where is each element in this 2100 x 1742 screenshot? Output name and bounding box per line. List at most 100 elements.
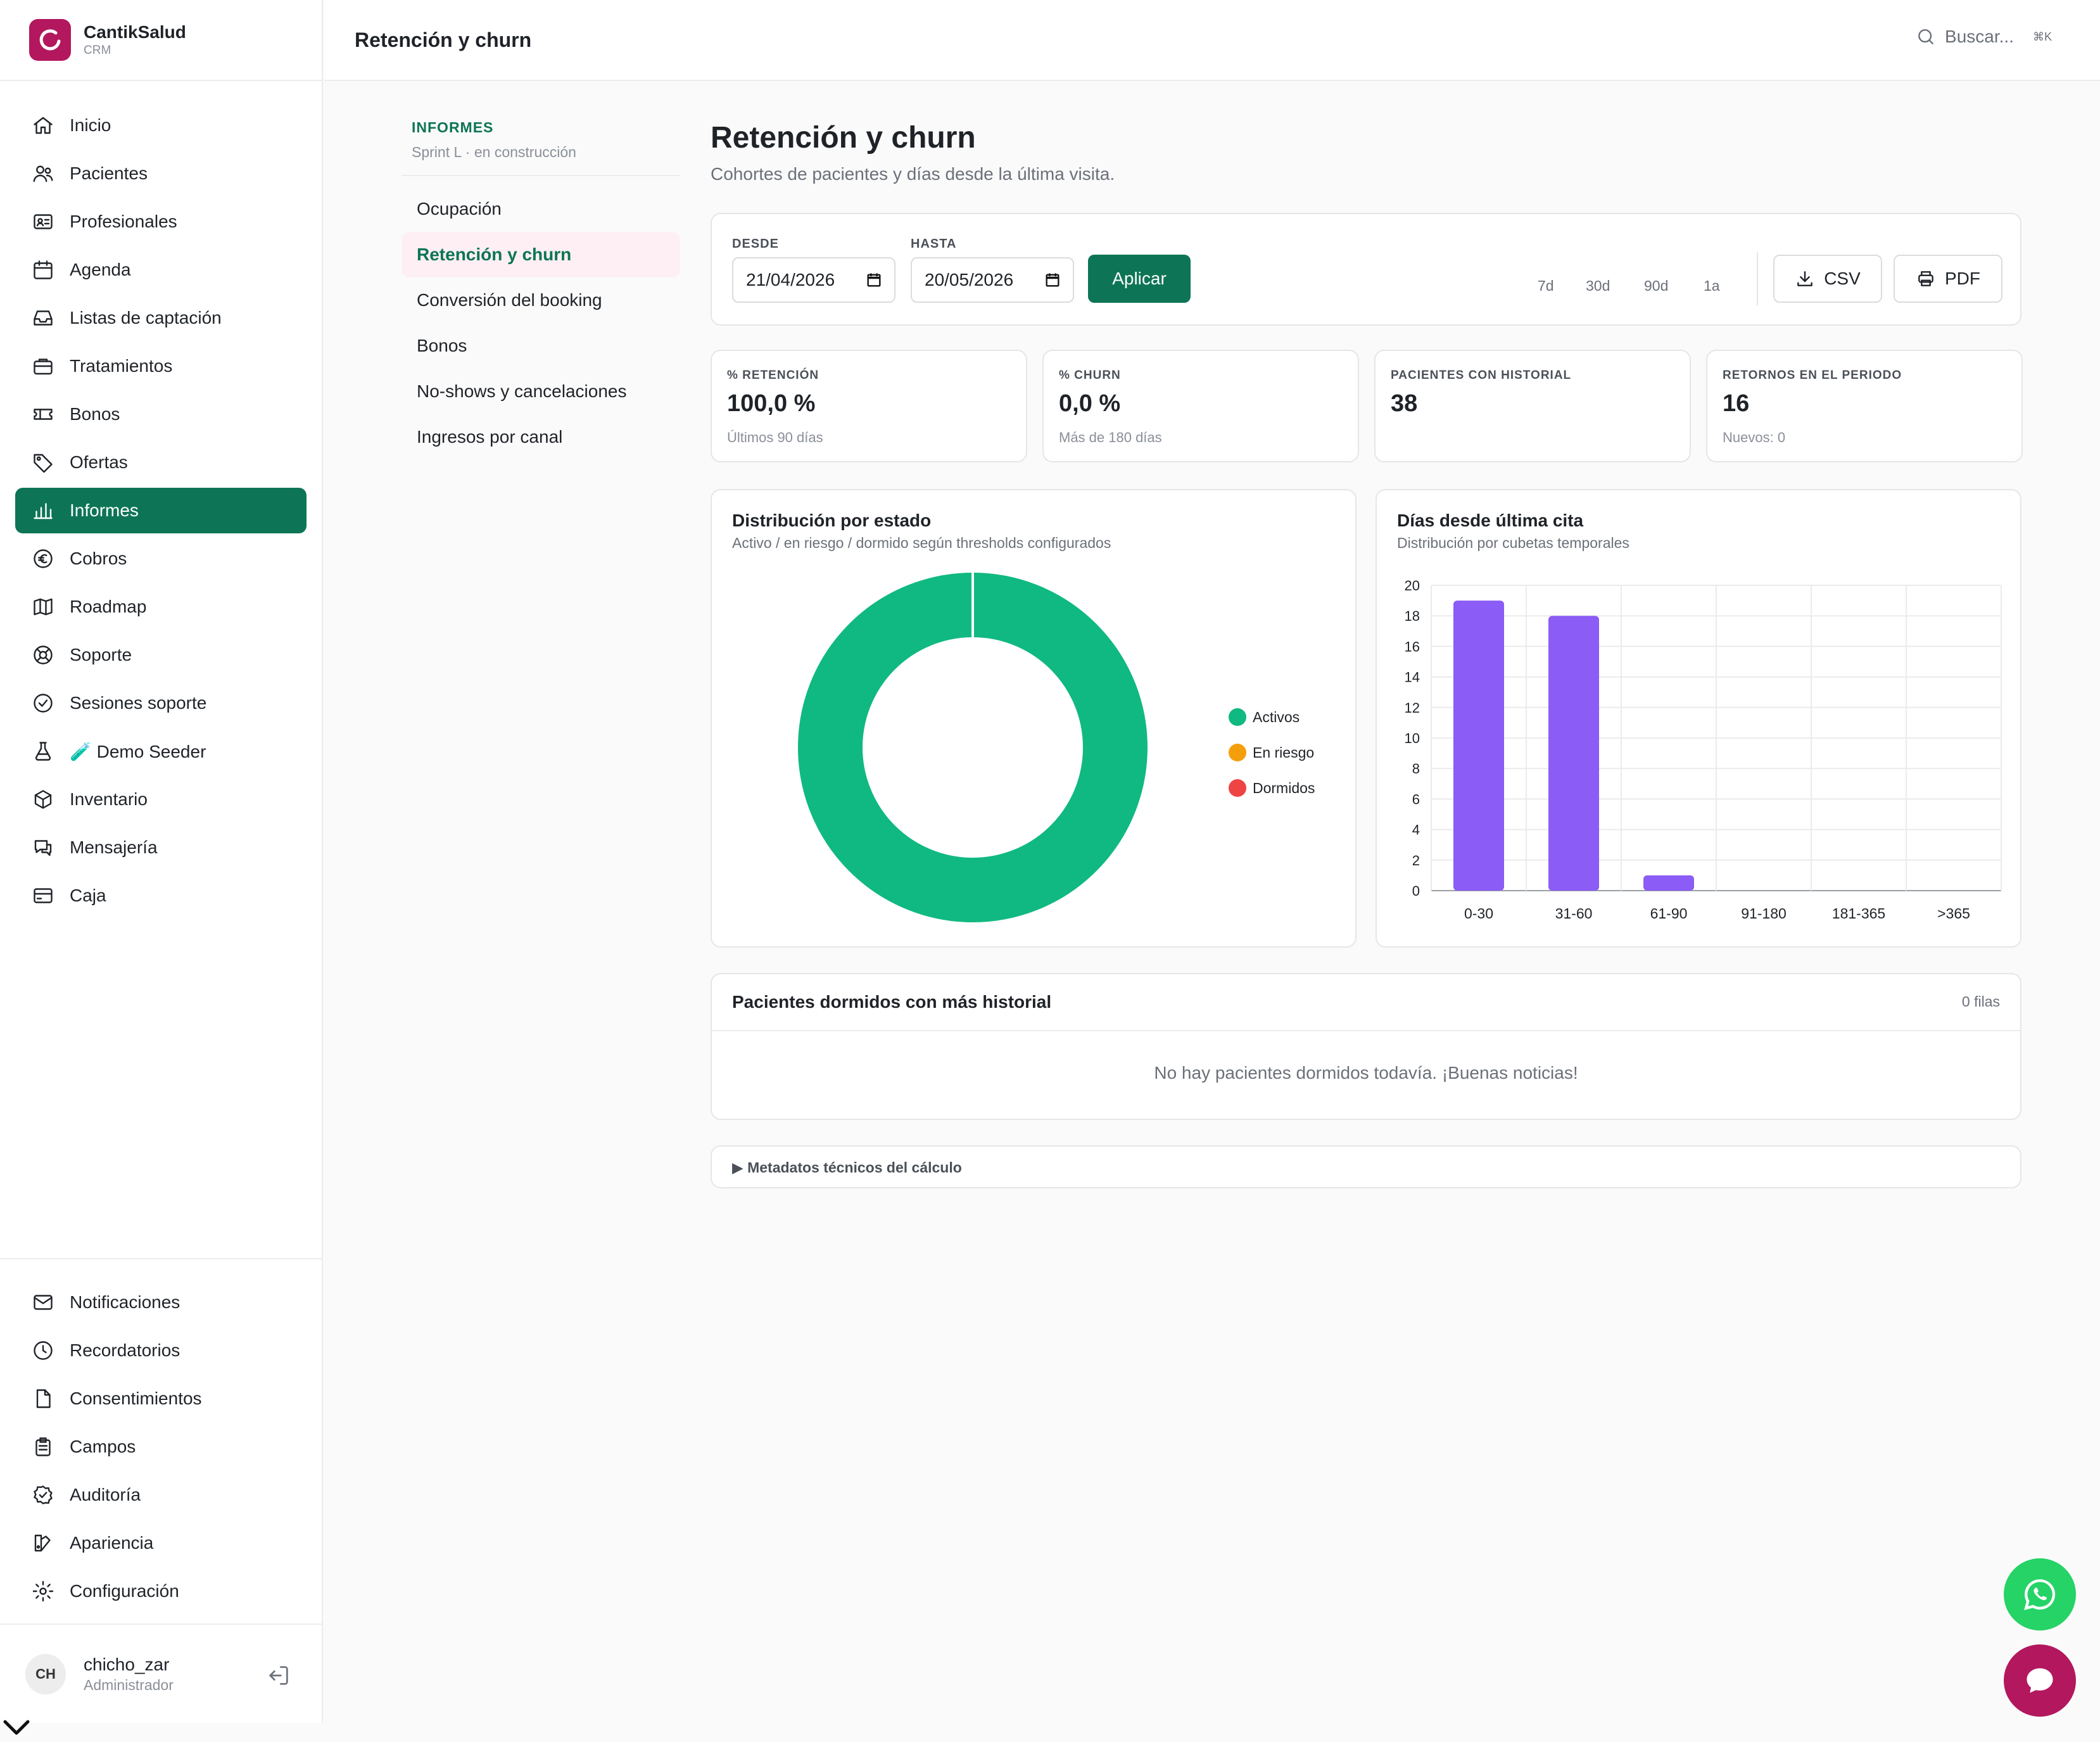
- reports-subnav: INFORMES Sprint L · en construcción Ocup…: [402, 119, 680, 460]
- subnav-subtitle: Sprint L · en construcción: [402, 144, 680, 176]
- kpi-value: 16: [1723, 390, 1750, 417]
- briefcase-icon: [30, 353, 56, 379]
- printer-icon: [1918, 271, 1933, 286]
- bar-chart: 0 2 4 6 8 10 12 14 16 18 20 0-30 31-60 61-90 91-180 181…: [1405, 578, 2002, 922]
- sidebar-item-roadmap[interactable]: Roadmap: [15, 584, 307, 630]
- sidebar-item-label: Sesiones soporte: [70, 693, 207, 713]
- sidebar-item-bonos[interactable]: Bonos: [15, 391, 307, 437]
- subnav-item[interactable]: Conversión del booking: [417, 290, 602, 310]
- y-tick-label: 6: [1412, 791, 1420, 807]
- search-box[interactable]: Buscar... ⌘K: [1916, 27, 2052, 47]
- pdf-label: PDF: [1945, 269, 1980, 288]
- subnav-item[interactable]: Bonos: [417, 336, 467, 355]
- whatsapp-button[interactable]: [2004, 1558, 2076, 1631]
- flask-icon: [30, 739, 56, 764]
- table-empty-message: No hay pacientes dormidos todavía. ¡Buen…: [1154, 1063, 1578, 1083]
- subnav-item[interactable]: Ingresos por canal: [417, 427, 563, 447]
- sidebar-item-cobros[interactable]: Cobros: [15, 536, 307, 582]
- x-tick-label: 61-90: [1650, 905, 1688, 922]
- sidebar-item-demo-seeder[interactable]: 🧪 Demo Seeder: [15, 728, 307, 774]
- sidebar-item-inventario[interactable]: Inventario: [15, 777, 307, 822]
- sidebar-item-label: Tratamientos: [70, 356, 173, 376]
- chat-button[interactable]: [2004, 1644, 2076, 1717]
- brand-logo-icon: [29, 19, 71, 61]
- sidebar-item-informes[interactable]: Informes: [15, 488, 307, 533]
- bar-0-30[interactable]: [1453, 601, 1504, 891]
- sidebar-item-label: Consentimientos: [70, 1389, 202, 1408]
- legend-label: En riesgo: [1253, 744, 1315, 761]
- logout-icon[interactable]: [266, 1663, 291, 1688]
- mail-icon: [30, 1290, 56, 1315]
- sidebar-item-pacientes[interactable]: Pacientes: [15, 151, 307, 196]
- chevron-down-icon[interactable]: [3, 1718, 30, 1737]
- whatsapp-icon: [2024, 1579, 2056, 1610]
- range-30d-button[interactable]: 30d: [1586, 277, 1610, 294]
- sidebar-item-auditoría[interactable]: Auditoría: [15, 1472, 307, 1518]
- search-icon: [1918, 29, 1933, 44]
- legend-swatch: [1229, 708, 1246, 726]
- bar-31-60[interactable]: [1548, 616, 1599, 891]
- sidebar-item-tratamientos[interactable]: Tratamientos: [15, 343, 307, 389]
- technical-metadata-toggle[interactable]: ▶ Metadatos técnicos del cálculo: [711, 1145, 2021, 1188]
- subnav-item[interactable]: No-shows y cancelaciones: [417, 381, 627, 401]
- apply-button[interactable]: Aplicar: [1088, 255, 1191, 303]
- clock-icon: [30, 1338, 56, 1363]
- bar-61-90[interactable]: [1643, 875, 1694, 891]
- y-tick-label: 2: [1412, 853, 1420, 868]
- sidebar-item-notificaciones[interactable]: Notificaciones: [15, 1280, 307, 1325]
- kpi-card: RETORNOS EN EL PERIODO 16 Nuevos: 0: [1706, 350, 2023, 462]
- sidebar-item-sesiones-soporte[interactable]: Sesiones soporte: [15, 680, 307, 726]
- y-tick-label: 4: [1412, 822, 1420, 838]
- sidebar-item-listas-de-captación[interactable]: Listas de captación: [15, 295, 307, 341]
- page-title: Retención y churn: [711, 121, 976, 155]
- pdf-export-button[interactable]: PDF: [1894, 255, 2002, 303]
- sidebar-item-mensajería[interactable]: Mensajería: [15, 825, 307, 870]
- sidebar-item-label: Roadmap: [70, 597, 147, 616]
- range-7d-button[interactable]: 7d: [1538, 277, 1554, 294]
- sidebar-item-apariencia[interactable]: Apariencia: [15, 1520, 307, 1566]
- from-date-input[interactable]: 21/04/2026: [732, 257, 895, 303]
- sidebar-item-agenda[interactable]: Agenda: [15, 247, 307, 293]
- to-date-input[interactable]: 20/05/2026: [911, 257, 1074, 303]
- legend-item[interactable]: En riesgo: [1229, 735, 1315, 770]
- sidebar-item-caja[interactable]: Caja: [15, 873, 307, 919]
- brand[interactable]: CantikSalud CRM: [0, 0, 322, 81]
- user-panel: CH chicho_zar Administrador: [0, 1624, 322, 1723]
- donut-slice-activos[interactable]: [798, 573, 1148, 922]
- sidebar-nav: Inicio Pacientes Profesionales Agenda Listas…: [0, 81, 322, 919]
- y-tick-label: 10: [1405, 730, 1420, 746]
- donut-legend: Activos En riesgo Dormidos: [1229, 699, 1315, 806]
- donut-subtitle: Activo / en riesgo / dormido según thres…: [732, 535, 1111, 551]
- calendar-icon: [30, 257, 56, 283]
- csv-export-button[interactable]: CSV: [1773, 255, 1882, 303]
- range-90d-button[interactable]: 90d: [1644, 277, 1669, 294]
- sidebar-item-configuración[interactable]: Configuración: [15, 1568, 307, 1614]
- sidebar-item-soporte[interactable]: Soporte: [15, 632, 307, 678]
- subnav-item[interactable]: Ocupación: [417, 199, 502, 219]
- legend-item[interactable]: Activos: [1229, 699, 1315, 735]
- sidebar-item-recordatorios[interactable]: Recordatorios: [15, 1328, 307, 1373]
- kpi-card: PACIENTES CON HISTORIAL 38: [1374, 350, 1691, 462]
- y-tick-label: 18: [1405, 608, 1420, 624]
- sidebar-item-ofertas[interactable]: Ofertas: [15, 440, 307, 485]
- kpi-note: Nuevos: 0: [1723, 429, 1786, 445]
- sidebar-item-campos[interactable]: Campos: [15, 1424, 307, 1470]
- days-since-visit-card: Días desde última cita Distribución por …: [1376, 489, 2021, 948]
- sidebar-item-label: Notificaciones: [70, 1292, 180, 1312]
- sidebar-item-profesionales[interactable]: Profesionales: [15, 199, 307, 245]
- shield-check-icon: [30, 690, 56, 716]
- sidebar-item-label: Soporte: [70, 645, 132, 664]
- calendar-icon: [1046, 273, 1059, 287]
- y-tick-label: 16: [1405, 639, 1420, 654]
- table-row-count: 0 filas: [1961, 993, 2000, 1010]
- legend-item[interactable]: Dormidos: [1229, 770, 1315, 806]
- range-1a-button[interactable]: 1a: [1704, 277, 1720, 294]
- sidebar-item-label: Inicio: [70, 115, 111, 135]
- subnav-title: INFORMES: [412, 119, 494, 136]
- subnav-item[interactable]: Retención y churn: [402, 232, 680, 277]
- sidebar-item-consentimientos[interactable]: Consentimientos: [15, 1376, 307, 1421]
- sidebar-item-inicio[interactable]: Inicio: [15, 103, 307, 148]
- subnav-items: Ocupación Retención y churn Conversión del…: [402, 186, 680, 460]
- sidebar: CantikSalud CRM Inicio Pacientes Profesion…: [0, 0, 323, 1723]
- avatar[interactable]: CH: [25, 1653, 66, 1694]
